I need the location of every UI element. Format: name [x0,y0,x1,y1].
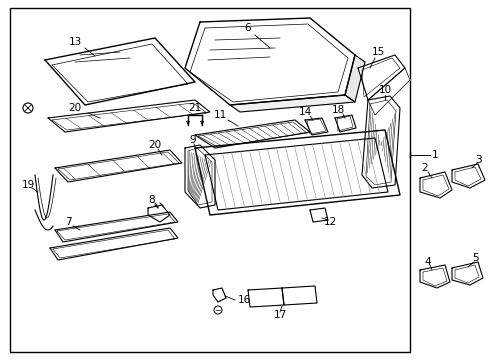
Text: 4: 4 [425,257,431,267]
Text: 18: 18 [331,105,344,115]
Polygon shape [358,55,405,100]
Text: 2: 2 [422,163,428,173]
Polygon shape [452,262,483,285]
Text: 8: 8 [148,195,155,205]
Text: 20: 20 [69,103,81,113]
Bar [10,8,410,352]
Polygon shape [305,118,328,135]
Polygon shape [345,55,365,102]
Text: 20: 20 [148,140,162,150]
Text: 3: 3 [475,155,481,165]
Polygon shape [420,265,450,288]
Text: 14: 14 [298,107,312,117]
Polygon shape [148,205,170,222]
Text: 11: 11 [213,110,227,120]
Polygon shape [50,228,178,260]
Polygon shape [282,286,317,305]
Polygon shape [248,288,284,307]
Text: 6: 6 [245,23,251,33]
Text: 9: 9 [190,135,196,145]
Text: 10: 10 [378,85,392,95]
Polygon shape [335,115,356,132]
Polygon shape [185,18,355,105]
Text: 1: 1 [432,150,439,160]
Text: 21: 21 [188,103,201,113]
Polygon shape [195,130,400,215]
Polygon shape [362,96,400,188]
Text: 12: 12 [323,217,337,227]
Polygon shape [452,164,485,188]
Text: 16: 16 [238,295,251,305]
Polygon shape [55,150,182,182]
Polygon shape [45,38,195,105]
Polygon shape [205,138,388,210]
Polygon shape [420,172,452,198]
Polygon shape [230,95,355,112]
Text: 19: 19 [22,180,35,190]
Text: 5: 5 [472,253,478,263]
Polygon shape [213,288,226,302]
Text: 7: 7 [65,217,72,227]
Text: 13: 13 [69,37,82,47]
Polygon shape [310,208,328,222]
Text: 17: 17 [273,310,287,320]
Text: 15: 15 [371,47,385,57]
Polygon shape [55,212,178,242]
Polygon shape [195,120,310,148]
Polygon shape [368,68,410,115]
Polygon shape [48,100,210,132]
Polygon shape [185,145,215,208]
